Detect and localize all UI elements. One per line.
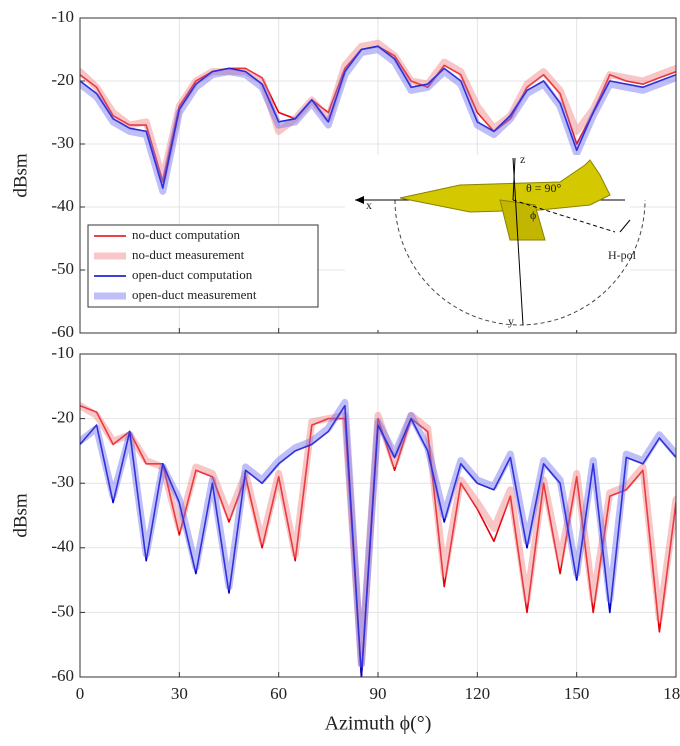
inset-pol <box>619 219 631 233</box>
aircraft-inset: z x y θ = 90° ϕ H-pol <box>345 152 646 330</box>
y-tick-label: -50 <box>51 601 74 620</box>
y-tick-label: -60 <box>51 666 74 685</box>
inset-arc <box>394 199 646 326</box>
y-axis-label: dBsm <box>10 493 31 538</box>
legend-box <box>87 224 319 308</box>
y-tick-label: -40 <box>51 196 74 215</box>
y-tick-label: -10 <box>51 343 74 362</box>
measurement-band <box>80 46 676 195</box>
y-tick-label: -50 <box>51 259 74 278</box>
y-tick-label: -20 <box>51 408 74 427</box>
x-tick-label: 60 <box>270 684 287 703</box>
measurement-band <box>80 398 676 668</box>
x-tick-label: 150 <box>564 684 590 703</box>
y-tick-label: -30 <box>51 472 74 491</box>
legend-label: no-duct measurement <box>132 247 245 262</box>
x-tick-label: 0 <box>76 684 85 703</box>
inset-arrow <box>355 196 364 204</box>
x-tick-label: 90 <box>370 684 387 703</box>
inset-label: θ = 90° <box>526 181 562 195</box>
measurement-band <box>80 39 676 183</box>
axes-frame <box>79 17 677 334</box>
y-tick-label: -20 <box>51 70 74 89</box>
legend-label: no-duct computation <box>132 227 240 242</box>
y-tick-label: -30 <box>51 133 74 152</box>
line <box>80 404 676 677</box>
inset-label: H-pol <box>608 248 637 262</box>
x-tick-label: 120 <box>465 684 491 703</box>
plot-area <box>80 39 676 195</box>
x-axis-label: Azimuth ϕ(°) <box>325 713 432 735</box>
y-axis-label: dBsm <box>10 153 31 198</box>
inset-label: x <box>366 198 372 212</box>
measurement-band <box>80 402 676 668</box>
y-tick-label: -40 <box>51 537 74 556</box>
inset-label: ϕ <box>530 208 536 222</box>
legend-label: open-duct measurement <box>132 287 257 302</box>
plot-area <box>80 398 676 677</box>
inset-incidence <box>512 199 616 233</box>
inset-label: z <box>520 152 525 166</box>
y-tick-label: -60 <box>51 322 74 341</box>
inset-z-axis <box>512 157 516 201</box>
inset-label: y <box>508 314 514 328</box>
x-tick-label: 180 <box>663 684 680 703</box>
inset-y-axis <box>512 157 524 326</box>
legend-label: open-duct computation <box>132 267 253 282</box>
x-tick-label: 30 <box>171 684 188 703</box>
y-tick-label: -10 <box>51 7 74 26</box>
line <box>80 404 676 677</box>
line <box>80 45 676 189</box>
axes-frame <box>79 353 677 678</box>
